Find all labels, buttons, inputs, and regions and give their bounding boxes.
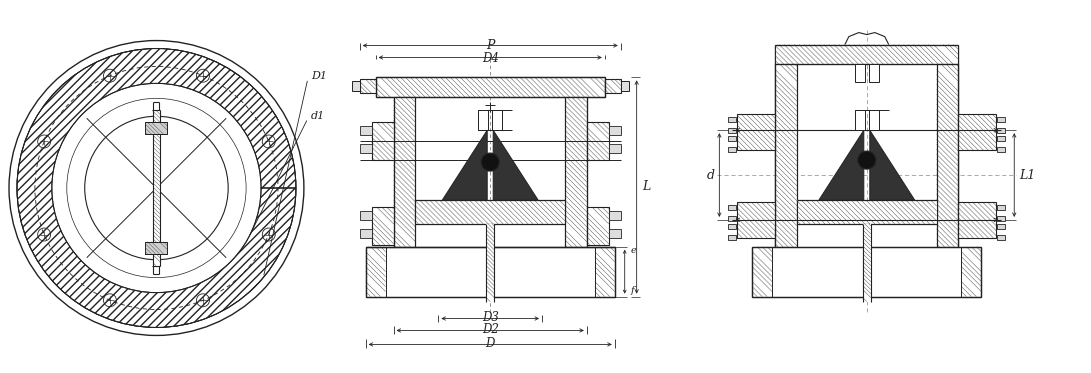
Polygon shape — [17, 48, 296, 327]
Bar — [478, 110, 488, 130]
Bar — [997, 224, 1005, 229]
Bar — [492, 110, 502, 130]
Bar — [738, 202, 775, 238]
Bar — [416, 200, 565, 224]
Bar — [729, 128, 736, 133]
Bar — [587, 207, 609, 245]
Text: D3: D3 — [482, 311, 499, 325]
Text: d: d — [706, 169, 715, 182]
Bar — [487, 224, 494, 301]
Bar — [604, 79, 621, 93]
Bar — [351, 81, 360, 91]
Polygon shape — [442, 130, 488, 200]
Bar — [360, 229, 372, 238]
Bar — [394, 97, 416, 247]
Text: f: f — [631, 286, 634, 295]
Bar — [372, 122, 394, 160]
Bar — [360, 144, 372, 153]
Bar — [997, 216, 1005, 221]
Bar — [863, 224, 871, 301]
Bar — [798, 200, 936, 224]
Bar — [855, 65, 865, 82]
Circle shape — [481, 153, 500, 171]
Bar — [868, 110, 878, 130]
Bar — [959, 202, 996, 238]
Bar — [609, 211, 621, 220]
Text: d1: d1 — [311, 111, 325, 121]
Bar — [729, 224, 736, 229]
Bar — [997, 235, 1005, 240]
Bar — [729, 205, 736, 210]
Bar — [997, 117, 1005, 122]
Bar — [729, 147, 736, 152]
Bar — [775, 44, 959, 65]
Bar — [752, 247, 982, 297]
Bar — [145, 242, 167, 254]
Circle shape — [858, 151, 876, 169]
Bar — [729, 117, 736, 122]
Bar — [587, 122, 609, 160]
Bar — [587, 122, 609, 160]
Bar — [609, 144, 621, 153]
Bar — [365, 247, 614, 297]
Bar — [775, 65, 798, 247]
Bar — [365, 247, 614, 297]
Polygon shape — [819, 130, 864, 200]
Bar — [153, 110, 160, 266]
Text: e: e — [631, 246, 636, 255]
Bar — [868, 65, 878, 82]
Bar — [855, 110, 865, 130]
Text: P: P — [485, 38, 494, 51]
Bar — [372, 207, 394, 245]
Bar — [360, 211, 372, 220]
Text: L: L — [643, 181, 651, 194]
Text: D: D — [485, 338, 495, 350]
Bar — [145, 122, 167, 134]
Bar — [375, 78, 604, 97]
Bar — [372, 122, 394, 160]
Bar — [936, 65, 959, 247]
Text: L1: L1 — [1019, 169, 1035, 182]
Bar — [587, 207, 609, 245]
Bar — [729, 216, 736, 221]
Text: D1: D1 — [311, 71, 327, 81]
Polygon shape — [870, 130, 914, 200]
Bar — [997, 136, 1005, 141]
Bar — [621, 81, 628, 91]
Bar — [360, 79, 375, 93]
Bar — [565, 97, 587, 247]
Text: D2: D2 — [482, 323, 499, 336]
Bar — [609, 126, 621, 135]
Bar — [729, 136, 736, 141]
Bar — [959, 202, 996, 238]
Bar — [959, 114, 996, 150]
Bar — [372, 207, 394, 245]
Bar — [997, 147, 1005, 152]
Bar — [959, 114, 996, 150]
Bar — [609, 229, 621, 238]
Bar — [729, 235, 736, 240]
Text: D4: D4 — [482, 51, 499, 65]
Bar — [738, 114, 775, 150]
Bar — [738, 114, 775, 150]
Polygon shape — [493, 130, 538, 200]
Bar — [360, 126, 372, 135]
Bar — [997, 205, 1005, 210]
Bar — [997, 128, 1005, 133]
Bar — [738, 202, 775, 238]
Bar — [394, 44, 587, 297]
